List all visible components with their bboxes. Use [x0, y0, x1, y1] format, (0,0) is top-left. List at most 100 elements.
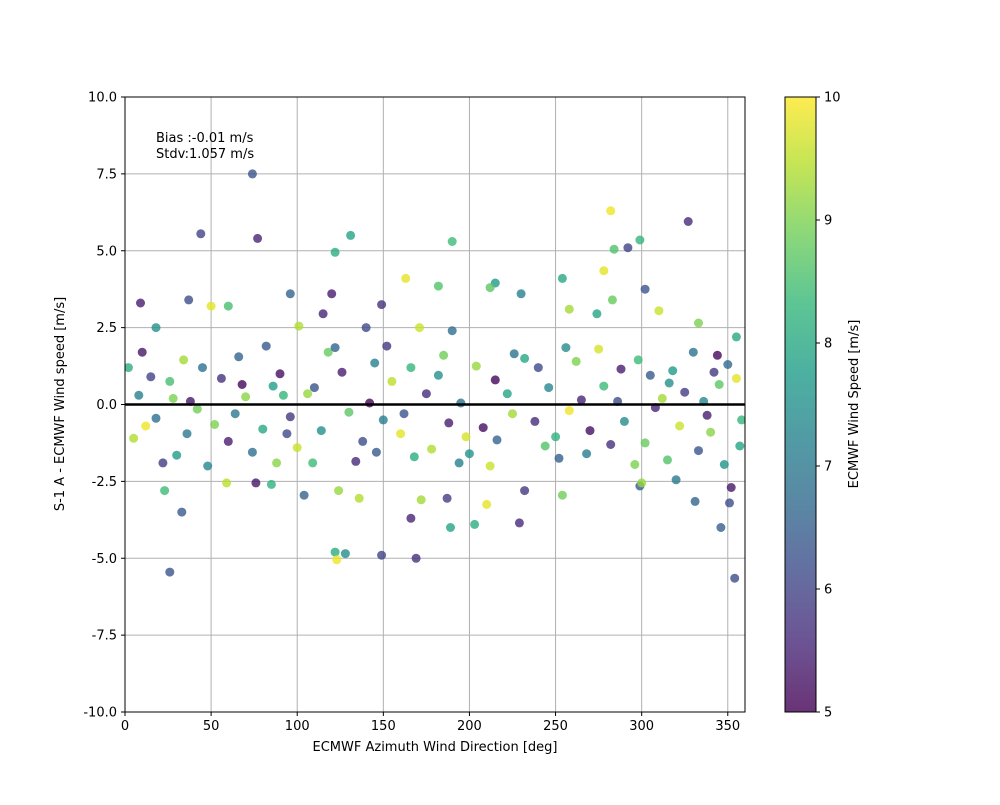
- data-point: [514, 518, 524, 528]
- scatter-points: [125, 169, 745, 583]
- data-point: [554, 453, 564, 463]
- data-point: [675, 421, 685, 431]
- data-point: [330, 247, 340, 257]
- data-point: [520, 353, 530, 363]
- y-axis-label: S-1 A - ECMWF Wind speed [m/s]: [53, 297, 68, 511]
- data-point: [454, 458, 464, 468]
- data-point: [330, 343, 340, 353]
- data-point: [702, 410, 712, 420]
- data-point: [203, 461, 213, 471]
- colorbar-tick-label: 6: [824, 583, 832, 598]
- data-point: [668, 366, 678, 376]
- colorbar-label: ECMWF Wind Speed [m/s]: [847, 320, 862, 489]
- data-point: [540, 441, 550, 451]
- data-point: [406, 513, 416, 523]
- data-point: [268, 381, 278, 391]
- data-point: [640, 438, 650, 448]
- data-point: [490, 375, 500, 385]
- stdv-annotation: Stdv:1.057 m/s: [156, 147, 254, 162]
- data-point: [714, 380, 724, 389]
- data-point: [520, 486, 530, 496]
- data-point: [344, 407, 354, 417]
- colorbar-ticks: 5 6 7 8 9 10: [816, 91, 841, 721]
- x-axis-ticks: 0 50 100 150 200 250 300 350: [121, 712, 740, 734]
- data-point: [136, 298, 145, 308]
- x-tick-label: 300: [629, 719, 654, 734]
- data-point: [731, 373, 741, 383]
- data-point: [731, 332, 741, 342]
- data-point: [607, 295, 617, 305]
- data-point: [571, 356, 581, 366]
- data-point: [576, 395, 586, 405]
- data-point: [198, 363, 207, 373]
- data-point: [735, 441, 745, 451]
- data-point: [387, 376, 397, 386]
- data-point: [196, 229, 206, 239]
- x-tick-label: 150: [371, 719, 396, 734]
- data-point: [461, 432, 471, 442]
- data-point: [630, 460, 640, 469]
- data-point: [165, 376, 175, 386]
- data-point: [382, 341, 392, 351]
- data-point: [557, 490, 567, 500]
- data-point: [251, 478, 261, 488]
- data-point: [694, 318, 703, 328]
- data-point: [594, 344, 604, 354]
- data-point: [725, 498, 734, 508]
- data-point: [716, 523, 726, 532]
- data-point: [234, 352, 244, 362]
- data-point: [351, 456, 361, 466]
- y-tick-label: 2.5: [96, 321, 117, 336]
- data-point: [599, 266, 609, 276]
- colorbar-tick-label: 7: [824, 460, 832, 475]
- data-point: [564, 406, 574, 416]
- data-point: [365, 398, 375, 408]
- y-tick-label: 7.5: [96, 167, 117, 182]
- data-point: [358, 436, 368, 446]
- colorbar-tick-label: 10: [824, 91, 841, 106]
- data-point: [303, 389, 313, 399]
- data-point: [179, 355, 189, 365]
- data-point: [141, 421, 151, 431]
- data-point: [508, 409, 517, 419]
- data-point: [585, 426, 595, 436]
- data-point: [151, 413, 161, 423]
- data-point: [694, 446, 703, 456]
- data-point: [663, 455, 672, 465]
- data-point: [470, 519, 480, 529]
- data-point: [340, 549, 350, 559]
- data-point: [464, 449, 474, 459]
- data-point: [261, 341, 271, 351]
- data-point: [172, 450, 182, 460]
- data-point: [561, 343, 571, 353]
- x-tick-label: 200: [457, 719, 482, 734]
- colorbar-tick-label: 8: [824, 337, 832, 352]
- data-point: [719, 460, 729, 469]
- data-point: [690, 496, 700, 506]
- data-point: [645, 370, 655, 380]
- data-point: [378, 415, 388, 425]
- data-point: [582, 449, 592, 459]
- data-point: [599, 381, 609, 391]
- y-tick-label: 5.0: [96, 244, 117, 259]
- data-point: [551, 432, 561, 442]
- data-point: [399, 409, 409, 419]
- data-point: [278, 390, 288, 400]
- data-point: [723, 360, 733, 369]
- data-point: [609, 244, 619, 254]
- data-point: [266, 479, 276, 489]
- data-point: [544, 383, 554, 393]
- data-point: [616, 364, 626, 374]
- data-point: [222, 478, 232, 488]
- data-point: [223, 301, 233, 311]
- data-point: [401, 273, 411, 283]
- data-point: [292, 443, 302, 453]
- data-point: [654, 306, 664, 316]
- data-point: [330, 547, 340, 557]
- x-axis-label: ECMWF Azimuth Wind Direction [deg]: [313, 740, 558, 755]
- data-point: [275, 369, 285, 379]
- data-point: [151, 323, 161, 333]
- data-point: [485, 283, 495, 293]
- data-point: [216, 373, 226, 383]
